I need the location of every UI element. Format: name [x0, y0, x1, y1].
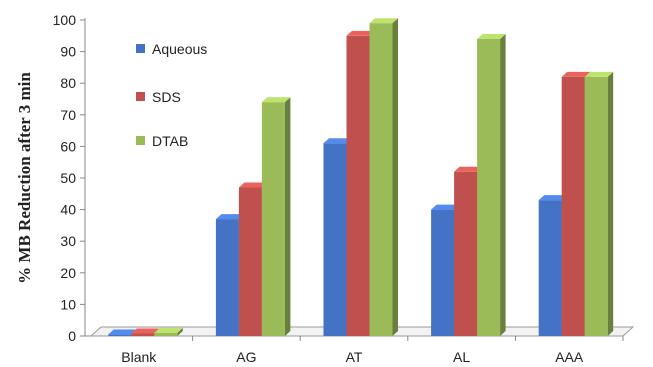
bar-top: [538, 195, 568, 201]
bar-top: [431, 204, 460, 210]
legend-item-sds: SDS: [136, 89, 181, 105]
y-tick-label: 40: [60, 202, 76, 218]
x-category-label: AT: [346, 349, 363, 365]
bar-front: [369, 23, 393, 336]
y-tick-label: 80: [60, 75, 76, 91]
bar-dtab-blank: [154, 327, 183, 336]
bar-front: [154, 332, 178, 336]
bar-top: [454, 166, 483, 172]
bar-top: [131, 328, 160, 334]
bar-front: [108, 334, 132, 336]
legend-label: SDS: [152, 89, 181, 105]
y-axis-ticks: 0 10 20 30 40 50 60 70 80 90 100: [53, 12, 85, 344]
bar-front: [538, 200, 562, 336]
bar-dtab-aaa: [584, 71, 614, 337]
legend: Aqueous SDS DTAB: [136, 41, 207, 149]
bar-top: [346, 30, 375, 36]
legend-item-aqueous: Aqueous: [136, 41, 207, 57]
bar-top: [369, 18, 398, 24]
bar-front: [261, 102, 285, 336]
y-tick-label: 0: [68, 328, 76, 344]
bar-front: [561, 76, 585, 336]
bar-top: [477, 34, 506, 39]
bar-front: [131, 333, 155, 336]
bars: [108, 18, 614, 337]
legend-swatch: [136, 136, 145, 145]
legend-swatch: [136, 44, 145, 53]
y-tick-label: 20: [60, 265, 76, 281]
legend-item-dtab: DTAB: [136, 133, 188, 149]
bar-front: [584, 76, 608, 336]
bar-side: [284, 97, 291, 337]
legend-label: Aqueous: [152, 41, 207, 57]
bar-front: [323, 143, 347, 336]
bar-side: [500, 34, 506, 336]
bar-top: [215, 214, 245, 220]
y-tick-label: 10: [60, 296, 76, 312]
legend-swatch: [136, 92, 145, 101]
y-tick-label: 90: [60, 44, 76, 60]
bar-dtab-at: [369, 18, 398, 337]
bar-top: [584, 71, 614, 77]
bar-front: [238, 187, 262, 336]
bar-front: [215, 219, 239, 336]
x-category-label: AG: [236, 349, 256, 365]
y-tick-label: 50: [60, 170, 76, 186]
bar-top: [323, 138, 352, 144]
y-tick-label: 60: [60, 138, 76, 154]
y-tick-label: 30: [60, 233, 76, 249]
y-tick-label: 70: [60, 107, 76, 123]
bar-dtab-ag: [261, 97, 291, 337]
x-category-label: Blank: [121, 349, 157, 365]
legend-label: DTAB: [152, 133, 188, 149]
bar-front: [346, 35, 370, 337]
bar-top: [261, 97, 291, 103]
y-axis-label: % MB Reduction after 3 min: [15, 72, 34, 284]
bar-top: [154, 327, 183, 333]
bar-front: [454, 171, 478, 336]
bar-top: [238, 182, 268, 188]
bar-side: [177, 327, 183, 336]
bar-dtab-al: [477, 34, 506, 337]
bar-front: [477, 38, 501, 337]
y-tick-label: 100: [53, 12, 77, 28]
x-axis-categories: Blank AG AT AL AAA: [121, 336, 624, 365]
bar-side: [392, 18, 398, 337]
bar-side: [607, 71, 614, 337]
bar-front: [431, 209, 455, 336]
x-category-label: AAA: [555, 349, 584, 365]
x-category-label: AL: [453, 349, 470, 365]
bar-top: [561, 71, 591, 77]
bar-top: [108, 329, 137, 335]
